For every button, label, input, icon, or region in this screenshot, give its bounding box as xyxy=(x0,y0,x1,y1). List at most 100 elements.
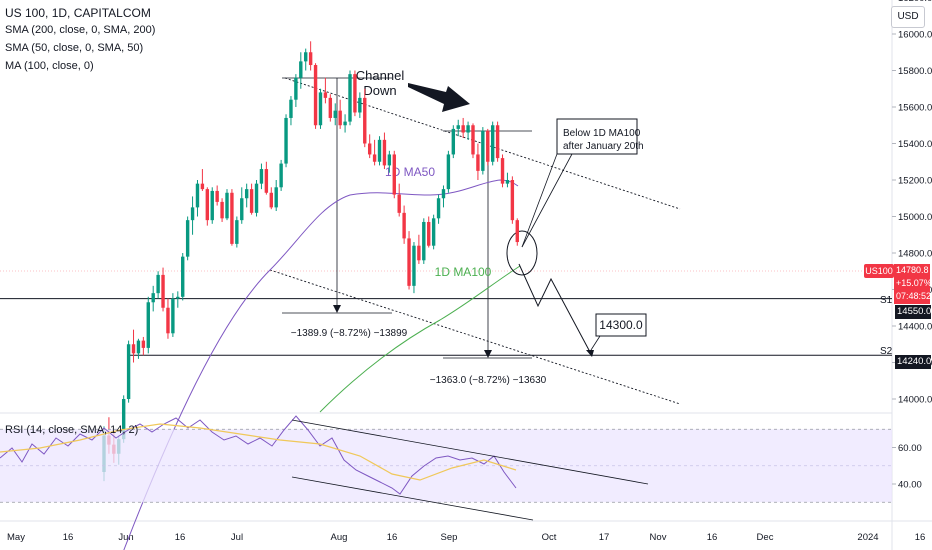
candle-body xyxy=(372,154,377,162)
time-tick-label: 16 xyxy=(63,532,74,543)
candle-body xyxy=(456,125,460,129)
note-pointer-2 xyxy=(521,153,573,248)
indicator-rsi[interactable]: RSI (14, close, SMA, 14, 2) xyxy=(5,424,139,436)
current-symbol-badge: US100 xyxy=(864,264,894,278)
time-tick-label: Oct xyxy=(542,532,557,543)
ma100-label: 1D MA100 xyxy=(435,265,492,279)
candle-body xyxy=(486,130,490,162)
candle-body xyxy=(495,125,500,159)
time-axis: May 16 Jun 16 Jul Aug 16 Sep Oct 17 Nov 16 Dec 2024 16 xyxy=(7,532,925,543)
candle-body xyxy=(392,154,396,195)
current-price: 14780.8 xyxy=(896,265,929,275)
candle-body xyxy=(328,97,333,118)
rsi-channel-upper xyxy=(291,419,649,485)
s2-label: S2 xyxy=(880,346,893,357)
price-tick-label: 14800.0 xyxy=(898,249,932,260)
rsi-channel-lower xyxy=(291,476,534,521)
candle-body xyxy=(161,274,165,308)
price-tick-label: 15400.0 xyxy=(898,139,932,150)
channel-label-2: Down xyxy=(363,83,396,98)
candle-body xyxy=(220,201,224,219)
candles xyxy=(102,41,519,482)
ma100-line xyxy=(319,265,521,413)
time-tick-label: 16 xyxy=(915,532,926,543)
time-tick-label: 16 xyxy=(175,532,186,543)
candle-body xyxy=(451,128,456,155)
candle-body xyxy=(141,340,146,348)
candle-body xyxy=(181,256,185,297)
indicator-ma100[interactable]: MA (100, close, 0) xyxy=(5,60,94,72)
candle-body xyxy=(166,307,170,334)
channel-label-1: Channel xyxy=(356,68,405,83)
candle-body xyxy=(304,52,308,62)
price-tick-label: 15600.0 xyxy=(898,103,932,114)
candle-body xyxy=(210,190,214,221)
candle-body xyxy=(215,190,219,202)
candle-body xyxy=(308,52,313,66)
candle-body xyxy=(264,169,269,193)
price-tick-label: 15000.0 xyxy=(898,212,932,223)
candle-body xyxy=(205,189,210,221)
s1-price-tag: 14550.0 xyxy=(895,305,932,319)
time-tick-label: 2024 xyxy=(857,532,878,543)
candle-body xyxy=(515,220,519,243)
target-box xyxy=(595,313,647,337)
candle-body xyxy=(466,125,470,133)
candle-body xyxy=(249,189,254,213)
symbol-title[interactable]: US 100, 1D, CAPITALCOM xyxy=(5,6,151,20)
candle-body xyxy=(279,163,283,188)
highlight-ellipse xyxy=(506,230,538,276)
rsi-tick-label: 40.00 xyxy=(898,480,922,491)
candle-body xyxy=(136,340,141,354)
candle-body xyxy=(225,192,229,219)
candle-body xyxy=(284,117,288,164)
candle-body xyxy=(431,218,436,246)
candle-body xyxy=(274,187,278,208)
target-pointer xyxy=(590,335,601,351)
candle-body xyxy=(397,194,401,213)
candle-body xyxy=(156,274,160,294)
channel-arrow xyxy=(408,83,470,112)
candle-body xyxy=(151,293,155,303)
rsi-ma-line xyxy=(0,423,517,481)
price-axis: 14000.014200.014400.014600.014800.015000… xyxy=(892,0,932,406)
projection-arrow xyxy=(586,350,594,357)
currency-button[interactable]: USD xyxy=(891,6,925,28)
note-line-2: after January 20th xyxy=(563,141,644,152)
candle-body xyxy=(510,180,515,221)
candle-body xyxy=(417,245,421,261)
candle-body xyxy=(185,220,190,257)
candle-body xyxy=(436,198,441,219)
candle-body xyxy=(294,77,298,100)
candle-body xyxy=(353,74,357,113)
candle-body xyxy=(323,92,328,98)
note-line-1: Below 1D MA100 xyxy=(563,128,641,139)
measure1-arrow xyxy=(333,305,341,313)
rsi-line xyxy=(0,415,517,495)
candle-body xyxy=(476,154,480,171)
candle-body xyxy=(422,221,426,261)
projection-path xyxy=(518,263,591,353)
candle-body xyxy=(505,180,510,184)
indicator-sma50[interactable]: SMA (50, close, 0, SMA, 50) xyxy=(5,42,144,54)
note-box xyxy=(556,118,638,155)
indicator-sma200[interactable]: SMA (200, close, 0, SMA, 200) xyxy=(5,24,156,36)
ma50-label: 1D MA50 xyxy=(385,165,435,179)
countdown: 07:48:52 xyxy=(896,291,932,301)
time-tick-label: Sep xyxy=(441,532,458,543)
candle-body xyxy=(240,198,244,221)
rsi-tick-label: 60.00 xyxy=(898,443,922,454)
candle-body xyxy=(299,61,303,78)
candle-body xyxy=(259,169,264,184)
time-tick-label: Aug xyxy=(331,532,348,543)
candle-body xyxy=(402,212,406,239)
candle-body xyxy=(358,97,362,113)
candle-body xyxy=(190,207,195,221)
ma50-line xyxy=(123,179,519,550)
candle-body xyxy=(343,121,347,126)
candle-body xyxy=(446,154,451,190)
candle-body xyxy=(441,189,446,199)
price-tick-label: 14000.0 xyxy=(898,395,932,406)
drawings: Below 1D MA100 after January 20th ChannelD… xyxy=(0,68,892,550)
